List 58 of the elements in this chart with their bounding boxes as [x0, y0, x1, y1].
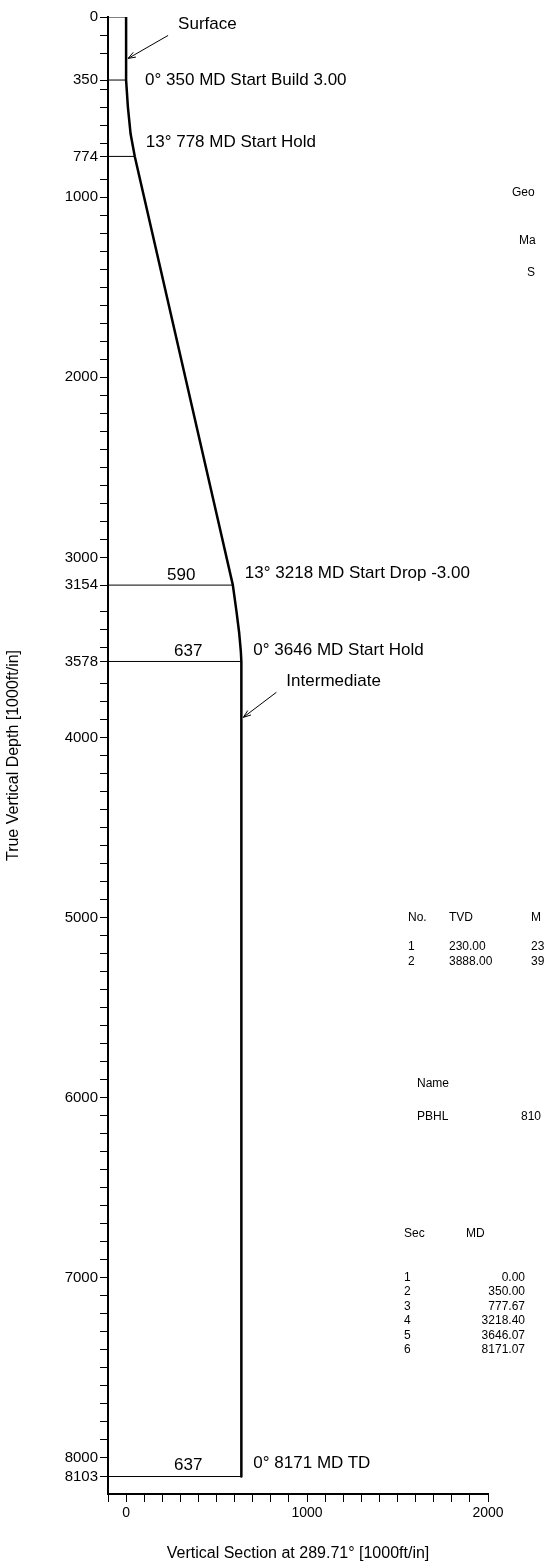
y-tick-label: 5000 — [64, 907, 98, 925]
y-axis-title: True Vertical Depth [1000ft/in] — [4, 649, 22, 862]
text: 39 — [531, 954, 544, 968]
annotation: 2 — [404, 1284, 411, 1298]
annotation: 3 — [404, 1299, 411, 1313]
text: M — [531, 910, 541, 924]
annotation: Sec — [404, 1226, 425, 1240]
annotation: Name — [417, 1076, 450, 1090]
y-tick-label: 3000 — [64, 547, 98, 565]
y-tick-label: 0 — [89, 7, 98, 25]
y-tick-label: 7000 — [64, 1267, 98, 1285]
annotation: 637 — [174, 1455, 203, 1474]
x-axis-title: Vertical Section at 289.71° [1000ft/in] — [166, 1543, 430, 1561]
x-tick-label: 2000 — [472, 1504, 504, 1521]
y-tick-label: 4000 — [64, 727, 98, 745]
annotation: Intermediate — [286, 671, 381, 690]
annotation: MD — [466, 1226, 485, 1240]
annotation: 0° 8171 MD TD — [253, 1453, 371, 1473]
text: S — [527, 265, 536, 279]
annotation: 3218.40 — [481, 1313, 525, 1327]
y-tick-label: 8103 — [64, 1466, 98, 1484]
annotation: 5 — [404, 1328, 411, 1342]
y-tick-label: 6000 — [64, 1087, 98, 1105]
annotation: 0° 350 MD Start Build 3.00 — [145, 69, 347, 89]
annotation: 230.00 — [449, 939, 486, 953]
annotation: 3888.00 — [449, 954, 493, 968]
annotation: 1 — [404, 1270, 411, 1284]
annotation: 637 — [174, 641, 203, 660]
annotation: TVD — [449, 910, 473, 924]
y-tick-label: 1000 — [64, 187, 98, 205]
annotation: 13° 3218 MD Start Drop -3.00 — [244, 562, 470, 582]
y-tick-label: 2000 — [64, 367, 98, 385]
y-tick-label: 3154 — [64, 575, 98, 593]
annotation: 3646.07 — [481, 1328, 525, 1342]
y-tick-label: 3578 — [64, 651, 98, 669]
annotation: 1 — [408, 939, 415, 953]
annotation: 0° 3646 MD Start Hold — [253, 640, 424, 660]
annotation: 777.67 — [488, 1299, 525, 1313]
y-tick-label: 350 — [72, 70, 98, 88]
x-tick-label: 0 — [122, 1504, 131, 1521]
x-tick-label: 1000 — [291, 1504, 323, 1521]
annotation: 2 — [408, 954, 415, 968]
annotation: 4 — [404, 1313, 411, 1327]
annotation: 350.00 — [488, 1284, 525, 1298]
text: Geo — [512, 185, 535, 199]
text: Ma — [519, 233, 536, 247]
annotation: PBHL — [417, 1109, 449, 1123]
annotation: No. — [408, 910, 427, 924]
annotation: 13° 778 MD Start Hold — [145, 132, 317, 152]
y-tick-label: 774 — [72, 146, 98, 164]
text: 23 — [531, 939, 544, 953]
annotation: 8171.07 — [481, 1342, 525, 1356]
text: 810 — [521, 1109, 542, 1123]
text: 0.00 — [501, 1270, 525, 1284]
annotation: 6 — [404, 1342, 411, 1356]
y-tick-label: 8000 — [64, 1448, 98, 1466]
annotation: Surface — [178, 14, 237, 34]
annotation: 590 — [167, 565, 196, 584]
